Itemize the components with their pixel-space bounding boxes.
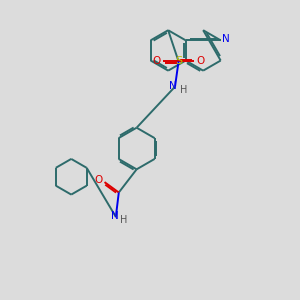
Text: N: N <box>222 34 230 44</box>
Text: S: S <box>175 56 182 66</box>
Text: O: O <box>196 56 205 66</box>
Text: O: O <box>94 175 103 185</box>
Text: O: O <box>152 56 161 66</box>
Text: N: N <box>111 211 119 221</box>
Text: N: N <box>169 81 176 91</box>
Text: H: H <box>121 215 128 225</box>
Text: H: H <box>180 85 187 95</box>
